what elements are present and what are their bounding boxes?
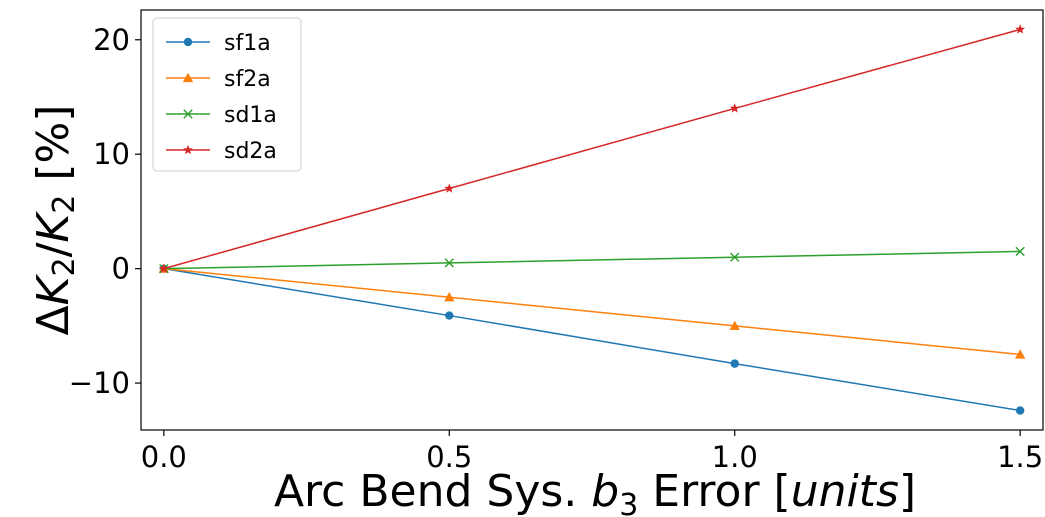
x-label-sub: 3 <box>619 488 638 517</box>
data-point-sf1a <box>445 311 454 320</box>
y-tick-label: −10 <box>69 366 130 400</box>
x-axis-label: Arc Bend Sys. b3 Error [units] <box>274 466 916 517</box>
data-point-sd1a <box>444 258 454 268</box>
legend-label: sd1a <box>224 103 277 128</box>
series-line-sf2a <box>163 267 1021 356</box>
y-label-var1: K <box>28 273 79 305</box>
legend-marker <box>183 144 193 155</box>
series-line-sd2a <box>163 28 1021 270</box>
series-line-sf1a <box>163 267 1021 412</box>
legend: sf1a sf2a sd1a sd2a <box>152 17 302 172</box>
data-point-sd2a <box>444 183 455 193</box>
series-sd2a <box>158 24 1026 273</box>
x-label-suffix: ] <box>899 466 916 517</box>
x-tick-label: 0.5 <box>426 440 472 474</box>
legend-marker <box>183 109 193 119</box>
legend-entry-sf2a: sf2a <box>166 67 271 92</box>
y-label-slash: / <box>28 242 79 257</box>
data-point-sd2a <box>1015 24 1026 34</box>
series-sf1a <box>159 264 1025 415</box>
plot-frame <box>140 9 1044 431</box>
data-point-sd2a <box>158 263 169 273</box>
data-point-sf1a <box>1015 406 1025 415</box>
legend-box <box>152 17 302 172</box>
y-label-var2: K <box>28 211 79 243</box>
legend-label: sf1a <box>224 31 271 56</box>
axis-ticks: 0.0 0.5 1.0 1.5 −10 0 10 20 <box>69 23 1043 474</box>
data-point-sf2a <box>1014 349 1026 359</box>
x-tick-label: 1.0 <box>712 440 758 474</box>
series-sd1a <box>159 246 1025 274</box>
data-point-sf1a <box>730 359 739 368</box>
x-label-unit: units <box>791 466 899 517</box>
y-tick-label: 20 <box>93 23 130 57</box>
x-label-prefix: Arc Bend Sys. <box>274 466 591 517</box>
series-layer <box>158 24 1026 415</box>
series-line-sd1a <box>163 250 1021 270</box>
legend-marker <box>183 37 193 47</box>
y-label-sub1: 2 <box>47 257 82 276</box>
legend-entry-sf1a: sf1a <box>166 31 271 56</box>
series-sf2a <box>158 263 1026 359</box>
x-label-mid: Error [ <box>638 466 790 517</box>
x-tick-label: 0.0 <box>141 440 187 474</box>
y-tick-label: 0 <box>112 252 130 286</box>
data-point-sd2a <box>729 103 740 113</box>
y-axis-label: ΔK2/K2 [%] <box>28 105 82 336</box>
data-point-sd1a <box>1015 246 1025 257</box>
data-point-sf2a <box>444 292 455 302</box>
x-label-var: b <box>591 466 619 517</box>
legend-marker <box>182 72 194 83</box>
y-tick-label: 10 <box>93 137 130 171</box>
legend-entry-sd1a: sd1a <box>166 103 277 128</box>
legend-label: sd2a <box>224 139 277 164</box>
data-point-sd1a <box>730 252 740 262</box>
legend-label: sf2a <box>224 67 271 92</box>
legend-entry-sd2a: sd2a <box>166 139 277 164</box>
data-point-sf2a <box>729 320 740 331</box>
x-tick-label: 1.5 <box>997 440 1043 474</box>
y-label-delta: Δ <box>28 305 79 335</box>
y-label-sub2: 2 <box>47 195 82 214</box>
y-label-suffix: [%] <box>28 105 79 195</box>
